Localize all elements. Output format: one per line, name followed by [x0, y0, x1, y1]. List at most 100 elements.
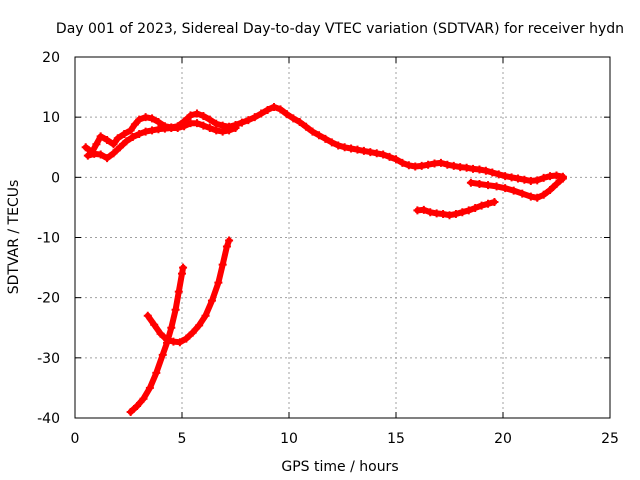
- data-point-marker: [175, 338, 184, 347]
- x-tick-label: 0: [71, 431, 80, 447]
- data-point-marker: [92, 140, 101, 149]
- data-point-marker: [182, 334, 191, 343]
- y-tick-label: -10: [37, 231, 60, 247]
- data-point-marker: [439, 210, 448, 219]
- data-point-marker: [526, 192, 535, 201]
- data-point-marker: [143, 311, 152, 320]
- series-arc-right-tail: [466, 174, 567, 202]
- data-point-marker: [152, 368, 161, 377]
- data-point-marker: [205, 123, 214, 132]
- data-point-marker: [212, 126, 221, 135]
- data-point-marker: [222, 242, 231, 251]
- data-point-marker: [424, 160, 433, 169]
- data-point-marker: [302, 122, 311, 131]
- data-point-marker: [109, 140, 118, 149]
- data-point-marker: [321, 134, 330, 143]
- data-point-marker: [492, 182, 501, 191]
- y-tick-label: -30: [37, 351, 60, 367]
- data-point-marker: [180, 122, 189, 131]
- data-point-marker: [126, 407, 135, 416]
- data-point-marker: [546, 185, 555, 194]
- data-point-marker: [158, 350, 167, 359]
- data-point-marker: [366, 148, 375, 157]
- data-point-marker: [488, 168, 497, 177]
- data-point-marker: [552, 171, 561, 180]
- data-point-marker: [174, 287, 183, 296]
- data-point-marker: [81, 143, 90, 152]
- data-point-marker: [353, 145, 362, 154]
- data-point-marker: [141, 127, 150, 136]
- data-point-marker: [426, 208, 435, 217]
- data-point-marker: [225, 126, 234, 135]
- data-point-marker: [150, 320, 159, 329]
- data-point-marker: [135, 115, 144, 124]
- data-point-marker: [340, 143, 349, 152]
- y-tick-label: 0: [51, 170, 60, 186]
- data-point-marker: [451, 210, 460, 219]
- data-point-marker: [188, 328, 197, 337]
- data-point-marker: [490, 198, 499, 207]
- data-point-marker: [109, 149, 118, 158]
- series-arc-main-lower: [83, 119, 240, 163]
- y-tick-label: 20: [42, 50, 60, 66]
- data-point-marker: [237, 118, 246, 127]
- data-point-marker: [83, 151, 92, 160]
- data-point-marker: [192, 119, 201, 128]
- data-point-marker: [122, 137, 131, 146]
- data-point-marker: [295, 117, 304, 126]
- data-point-marker: [96, 132, 105, 141]
- data-point-marker: [533, 176, 542, 185]
- data-point-marker: [250, 113, 259, 122]
- chart-title: Day 001 of 2023, Sidereal Day-to-day VTE…: [56, 21, 624, 37]
- y-tick-label: 10: [42, 110, 60, 126]
- data-point-marker: [539, 173, 548, 182]
- data-point-marker: [464, 206, 473, 215]
- data-point-marker: [214, 278, 223, 287]
- data-point-marker: [126, 126, 135, 135]
- data-point-marker: [113, 134, 122, 143]
- x-axis-label: GPS time / hours: [281, 459, 398, 475]
- data-point-marker: [199, 111, 208, 120]
- data-point-marker: [475, 165, 484, 174]
- data-point-marker: [334, 141, 343, 150]
- x-tick-label: 25: [601, 431, 619, 447]
- data-point-marker: [141, 113, 150, 122]
- data-point-marker: [327, 138, 336, 147]
- data-point-marker: [308, 127, 317, 136]
- data-point-marker: [484, 181, 493, 190]
- data-point-marker: [443, 160, 452, 169]
- data-point-marker: [481, 166, 490, 175]
- data-point-marker: [462, 163, 471, 172]
- data-point-marker: [218, 127, 227, 136]
- data-point-marker: [385, 152, 394, 161]
- data-point-marker: [359, 146, 368, 155]
- data-point-marker: [276, 105, 285, 114]
- data-point-marker: [270, 102, 279, 111]
- data-point-marker: [436, 158, 445, 167]
- x-tick-label: 15: [387, 431, 405, 447]
- data-point-marker: [552, 179, 561, 188]
- data-point-marker: [173, 123, 182, 132]
- data-point-marker: [419, 205, 428, 214]
- data-point-marker: [501, 172, 510, 181]
- data-point-marker: [154, 117, 163, 126]
- axis-ticks: 0 5 10 15 20 25 -40 -30 -20 -10 0 10 20: [37, 50, 619, 447]
- data-point-marker: [289, 114, 298, 123]
- data-point-marker: [477, 201, 486, 210]
- data-point-marker: [392, 155, 400, 164]
- data-point-marker: [128, 133, 137, 142]
- data-point-marker: [518, 189, 527, 198]
- data-point-marker: [244, 116, 253, 125]
- data-point-marker: [445, 211, 454, 220]
- data-point-marker: [167, 323, 176, 332]
- data-point-marker: [379, 150, 388, 159]
- data-point-marker: [201, 311, 210, 320]
- data-point-marker: [103, 136, 112, 145]
- data-point-marker: [186, 111, 195, 120]
- data-point-marker: [539, 190, 548, 199]
- data-point-marker: [120, 130, 129, 139]
- data-point-marker: [192, 109, 201, 118]
- x-tick-label: 10: [280, 431, 298, 447]
- x-tick-label: 20: [494, 431, 512, 447]
